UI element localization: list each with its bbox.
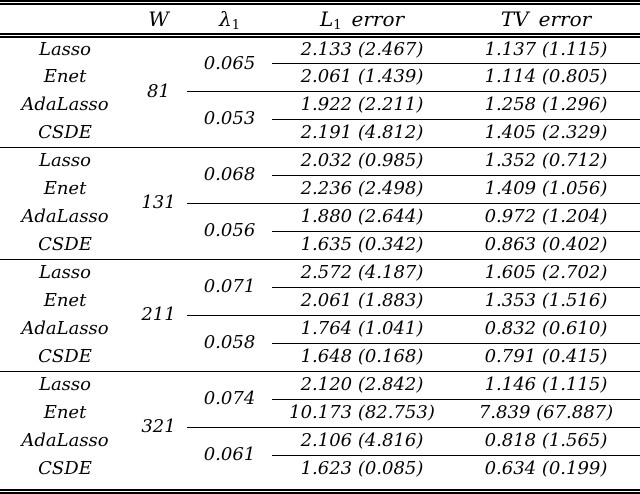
tv-error-cell: 0.863 (0.402) bbox=[452, 231, 640, 260]
method-cell: Enet bbox=[43, 178, 87, 199]
method-cell: Lasso bbox=[39, 374, 91, 396]
l1-error-cell: 1.880 (2.644) bbox=[272, 203, 452, 232]
lambda1-value-cell: 0.065 bbox=[187, 35, 272, 92]
lambda-symbol: λ bbox=[219, 6, 232, 31]
l1-error-cell: 2.106 (4.816) bbox=[272, 427, 452, 456]
table-row: Lasso 321 0.074 2.120 (2.842) 1.146 (1.1… bbox=[0, 371, 640, 436]
l1-error-label: error bbox=[351, 6, 405, 31]
column-header-lambda1: λ1 bbox=[187, 5, 272, 38]
column-header-method bbox=[0, 5, 130, 38]
method-cell: CSDE bbox=[0, 343, 130, 372]
w-value-cell: 321 bbox=[141, 416, 176, 438]
lambda1-value-cell: 0.074 bbox=[187, 371, 272, 428]
table-row: Enet 2.061 (1.883) 1.353 (1.516) bbox=[0, 287, 640, 316]
table-row: AdaLasso 0.056 1.880 (2.644) 0.972 (1.20… bbox=[0, 203, 640, 260]
method-cell: AdaLasso bbox=[21, 94, 109, 115]
method-cell: Lasso bbox=[39, 262, 91, 284]
l1-symbol: L bbox=[319, 6, 334, 31]
tv-error-cell: 1.405 (2.329) bbox=[452, 119, 640, 148]
lambda1-value-cell: 0.061 bbox=[203, 444, 256, 466]
tv-error-cell: 0.972 (1.204) bbox=[452, 203, 640, 232]
method-cell: AdaLasso bbox=[21, 206, 109, 227]
l1-error-cell: 2.061 (1.439) bbox=[272, 63, 452, 92]
lambda1-value-cell: 0.053 bbox=[187, 91, 272, 148]
l1-error-cell: 2.572 (4.187) bbox=[272, 259, 452, 288]
table-row: Lasso 131 0.068 2.032 (0.985) 1.352 (0.7… bbox=[0, 147, 640, 260]
lambda1-value-cell: 0.068 bbox=[187, 147, 272, 204]
tv-error-cell: 1.258 (1.296) bbox=[452, 91, 640, 120]
table-row: Lasso 211 0.071 2.572 (4.187) 1.605 (2.7… bbox=[0, 259, 640, 372]
column-header-l1-error: L1 error bbox=[272, 5, 452, 38]
table-row: CSDE 1.648 (0.168) 0.791 (0.415) bbox=[0, 343, 640, 372]
l1-error-cell: 2.061 (1.883) bbox=[272, 287, 452, 316]
tv-error-label: error bbox=[538, 6, 592, 31]
tv-error-cell: 1.146 (1.115) bbox=[452, 371, 640, 400]
table-row: Enet 2.061 (1.439) 1.114 (0.805) bbox=[0, 63, 640, 92]
tv-symbol: TV bbox=[500, 6, 529, 31]
tv-error-cell: 1.353 (1.516) bbox=[452, 287, 640, 316]
table-row: AdaLasso 0.058 1.764 (1.041) 0.832 (0.61… bbox=[0, 315, 640, 372]
l1-error-cell: 1.648 (0.168) bbox=[272, 343, 452, 372]
l1-error-cell: 2.236 (2.498) bbox=[272, 175, 452, 204]
method-cell: CSDE bbox=[0, 231, 130, 260]
w-value-cell: 211 bbox=[130, 259, 187, 372]
w-value-cell: 131 bbox=[130, 147, 187, 260]
method-cell: AdaLasso bbox=[21, 318, 109, 339]
table-row: Enet 2.236 (2.498) 1.409 (1.056) bbox=[0, 175, 640, 204]
table-row: AdaLasso 0.061 2.106 (4.816) 0.818 (1.56… bbox=[0, 427, 640, 464]
column-header-tv-error: TV error bbox=[452, 5, 640, 38]
method-cell: Enet bbox=[43, 66, 87, 87]
table-row: Lasso 81 0.065 2.133 (2.467) 1.137 (1.11… bbox=[0, 35, 640, 148]
tv-error-cell: 0.791 (0.415) bbox=[452, 343, 640, 372]
table-row: CSDE 1.623 (0.085) 0.634 (0.199) bbox=[0, 455, 640, 483]
method-cell: Enet bbox=[43, 402, 87, 423]
tv-error-cell: 0.832 (0.610) bbox=[452, 315, 640, 344]
l1-error-cell: 2.032 (0.985) bbox=[272, 147, 452, 176]
header-row: W λ1 L1 error TV error bbox=[0, 5, 640, 38]
method-cell: Enet bbox=[43, 290, 87, 311]
l1-error-cell: 2.191 (4.812) bbox=[272, 119, 452, 148]
lambda1-value-cell: 0.071 bbox=[187, 259, 272, 316]
tv-error-cell: 7.839 (67.887) bbox=[452, 399, 640, 428]
table-row: CSDE 1.635 (0.342) 0.863 (0.402) bbox=[0, 231, 640, 260]
tv-error-cell: 1.114 (0.805) bbox=[452, 63, 640, 92]
lambda1-value-cell: 0.056 bbox=[187, 203, 272, 260]
l1-error-cell: 2.120 (2.842) bbox=[272, 371, 452, 400]
l1-error-cell: 2.133 (2.467) bbox=[272, 35, 452, 64]
tv-error-cell: 1.352 (0.712) bbox=[452, 147, 640, 176]
l1-error-cell: 1.623 (0.085) bbox=[300, 458, 424, 480]
method-cell: CSDE bbox=[0, 119, 130, 148]
lambda1-value-cell: 0.058 bbox=[187, 315, 272, 372]
method-cell: CSDE bbox=[38, 458, 92, 479]
l1-error-cell: 1.764 (1.041) bbox=[272, 315, 452, 344]
l1-error-cell: 10.173 (82.753) bbox=[272, 399, 452, 428]
table-row: CSDE 2.191 (4.812) 1.405 (2.329) bbox=[0, 119, 640, 148]
lambda-subscript: 1 bbox=[231, 17, 240, 33]
tv-error-cell: 1.137 (1.115) bbox=[452, 35, 640, 64]
column-header-w: W bbox=[130, 5, 187, 38]
method-cell: AdaLasso bbox=[21, 430, 109, 451]
method-cell: Lasso bbox=[39, 39, 91, 61]
table-row: Enet 10.173 (82.753) 7.839 (67.887) bbox=[0, 399, 640, 428]
tv-error-cell: 0.818 (1.565) bbox=[452, 427, 640, 456]
l1-error-cell: 1.635 (0.342) bbox=[272, 231, 452, 260]
l1-subscript: 1 bbox=[333, 17, 342, 33]
table-row: AdaLasso 0.053 1.922 (2.211) 1.258 (1.29… bbox=[0, 91, 640, 148]
tv-error-cell: 0.634 (0.199) bbox=[484, 458, 608, 480]
l1-error-cell: 1.922 (2.211) bbox=[272, 91, 452, 120]
tv-error-cell: 1.605 (2.702) bbox=[452, 259, 640, 288]
tv-error-cell: 1.409 (1.056) bbox=[452, 175, 640, 204]
results-table: W λ1 L1 error TV error Lasso 81 0.065 2.13… bbox=[0, 5, 640, 483]
w-value-cell: 81 bbox=[130, 35, 187, 148]
method-cell: Lasso bbox=[39, 150, 91, 172]
